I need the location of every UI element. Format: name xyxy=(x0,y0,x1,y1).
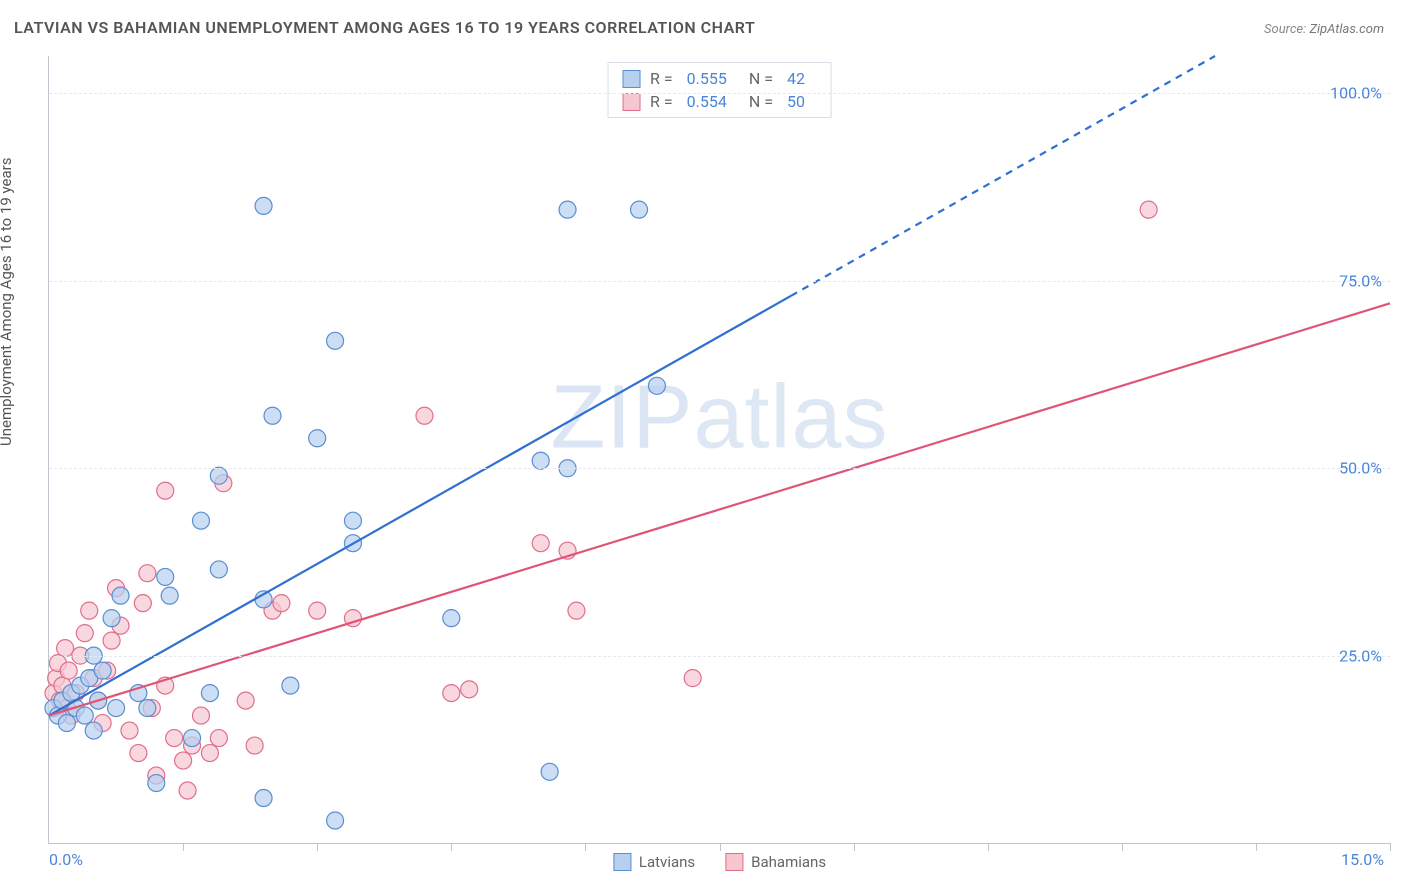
legend-swatch xyxy=(622,70,640,88)
x-tick xyxy=(988,843,989,851)
source-label: Source: xyxy=(1264,22,1309,37)
x-tick xyxy=(720,843,721,851)
y-tick-label: 100.0% xyxy=(1330,84,1382,103)
legend-swatch xyxy=(622,93,640,111)
x-tick xyxy=(854,843,855,851)
x-axis-max-label: 15.0% xyxy=(1341,850,1384,869)
x-tick xyxy=(451,843,452,851)
legend-n-prefix: N = xyxy=(749,69,773,88)
gridline xyxy=(49,281,1390,282)
chart-title: LATVIAN VS BAHAMIAN UNEMPLOYMENT AMONG A… xyxy=(14,18,755,37)
legend-n-value: 50 xyxy=(787,92,805,111)
legend-n-prefix: N = xyxy=(749,92,773,111)
legend-row: R = 0.555 N = 42 xyxy=(622,67,817,90)
y-tick-label: 25.0% xyxy=(1339,646,1382,665)
x-tick xyxy=(585,843,586,851)
x-tick xyxy=(183,843,184,851)
legend-swatch xyxy=(613,853,631,871)
x-tick xyxy=(1122,843,1123,851)
correlation-legend: R = 0.555 N = 42 R = 0.554 N = 50 xyxy=(607,62,832,118)
series-legend-item: Bahamians xyxy=(725,853,826,871)
series-legend: Latvians Bahamians xyxy=(613,853,826,871)
x-tick xyxy=(1256,843,1257,851)
legend-label: Bahamians xyxy=(751,853,826,871)
x-tick xyxy=(317,843,318,851)
gridline xyxy=(49,93,1390,94)
y-tick-label: 75.0% xyxy=(1339,271,1382,290)
legend-r-value: 0.555 xyxy=(687,69,727,88)
x-axis-min-label: 0.0% xyxy=(49,850,83,869)
legend-label: Latvians xyxy=(639,853,695,871)
legend-n-value: 42 xyxy=(787,69,805,88)
legend-r-prefix: R = xyxy=(650,69,673,88)
gridline xyxy=(49,468,1390,469)
y-tick-label: 50.0% xyxy=(1339,459,1382,478)
source-attribution: Source: ZipAtlas.com xyxy=(1264,22,1384,37)
x-tick xyxy=(1390,843,1391,851)
plot-area: ZIPatlas R =0.555N =42R =0.554N =50 Latv… xyxy=(48,56,1390,844)
source-value: ZipAtlas.com xyxy=(1309,22,1384,37)
legend-r-value: 0.554 xyxy=(687,92,727,111)
legend-r-prefix: R = xyxy=(650,92,673,111)
legend-swatch xyxy=(725,853,743,871)
chart-svg xyxy=(49,56,1390,843)
y-axis-label: Unemployment Among Ages 16 to 19 years xyxy=(0,158,15,446)
gridline xyxy=(49,656,1390,657)
series-legend-item: Latvians xyxy=(613,853,695,871)
